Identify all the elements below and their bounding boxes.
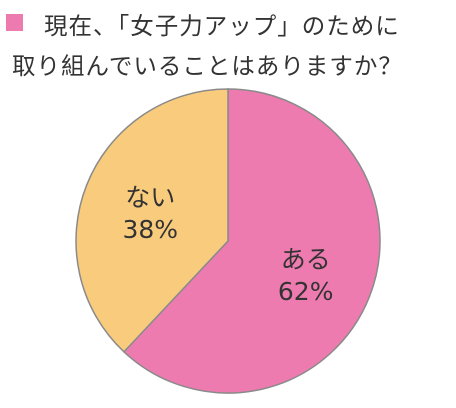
pie-slice-nai — [75, 88, 229, 353]
title-line-2: 取り組んでいることはありますか？ — [12, 52, 403, 80]
slice-label-aru: ある — [281, 245, 331, 274]
title-square-icon — [6, 14, 23, 31]
title-line-1: 現在、「女子力アップ」のために — [44, 12, 400, 40]
slice-value-nai: 38% — [123, 215, 179, 244]
slice-label-nai: ない — [125, 183, 175, 212]
slice-value-aru: 62% — [278, 277, 334, 306]
pie-slice-aru — [122, 88, 381, 394]
chart-title: 現在、「女子力アップ」のために 取り組んでいることはありますか？ — [0, 0, 456, 92]
